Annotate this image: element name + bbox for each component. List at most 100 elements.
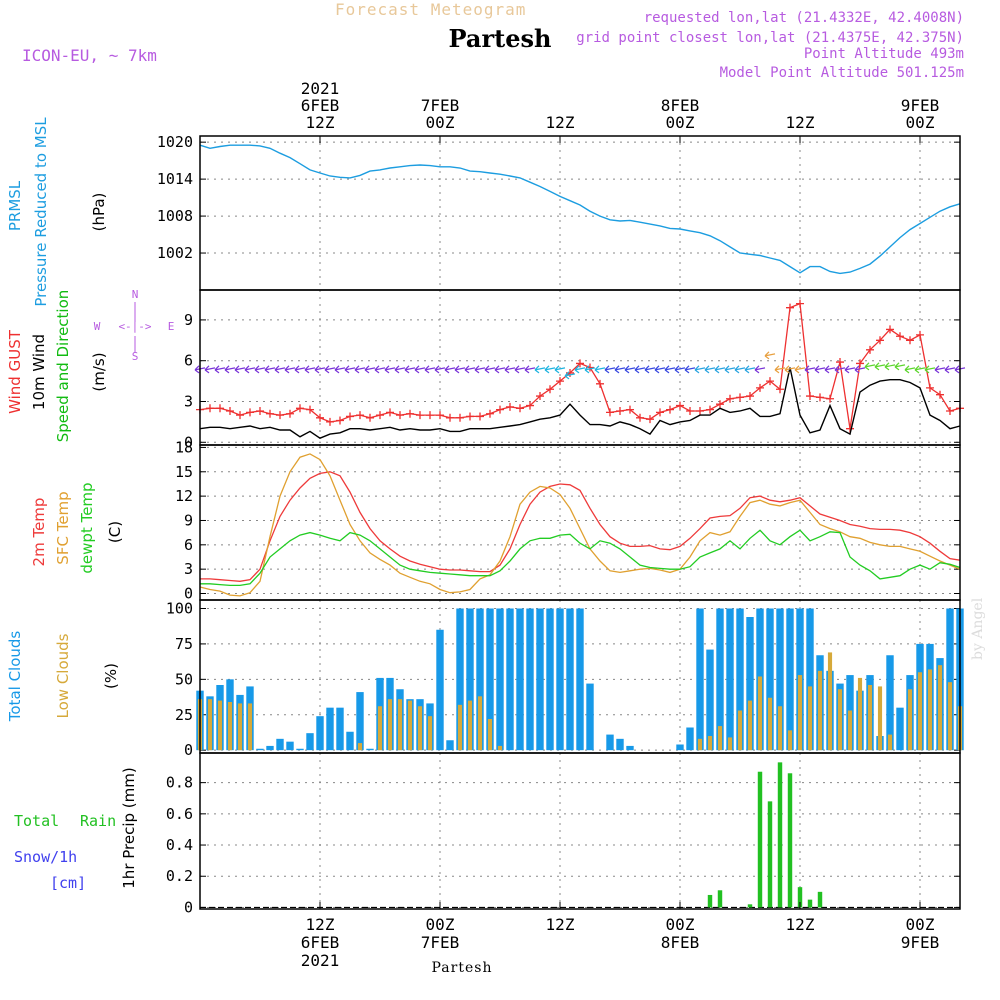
low-cloud-bar <box>847 710 853 751</box>
compass-arrows: <-|-> <box>118 320 151 333</box>
wind-direction-arrow <box>244 365 256 374</box>
wind-direction-arrow <box>314 365 326 374</box>
total-cloud-bar <box>806 608 814 751</box>
rain-bar <box>707 894 713 908</box>
y-tick-label: 12 <box>175 487 193 505</box>
wind-direction-arrow <box>874 362 886 371</box>
pressure-unit-label: (hPa) <box>90 193 108 232</box>
low-cloud-bar <box>867 685 873 751</box>
wind-direction-arrow <box>624 365 636 374</box>
low-cloud-bar <box>767 697 773 751</box>
gust-marker <box>656 408 664 417</box>
y-tick-label: 0 <box>184 898 193 916</box>
total-cloud-bar <box>556 608 564 751</box>
gust-marker <box>416 411 424 420</box>
wind-direction-arrow <box>504 365 516 374</box>
total-label: Total <box>14 812 59 830</box>
low-cloud-bar <box>837 689 843 751</box>
y-tick-label: 1020 <box>157 133 193 151</box>
gust-marker <box>666 405 674 414</box>
wind-direction-arrow <box>844 365 856 374</box>
gust-marker <box>256 407 264 416</box>
low-cloud-bar <box>357 743 363 751</box>
temp-unit-label: (C) <box>106 521 124 543</box>
wind-direction-arrow <box>404 365 416 374</box>
wind-direction-arrow <box>854 365 866 374</box>
pressure-label: PRMSL <box>6 180 24 231</box>
low-cloud-bar <box>807 686 813 751</box>
y-tick-label: 1002 <box>157 244 193 262</box>
low-cloud-bar <box>877 686 883 751</box>
total-cloud-bar <box>676 744 684 751</box>
total-clouds-label: Total Clouds <box>6 631 24 723</box>
y-tick-label: 0.6 <box>166 805 193 823</box>
gust-marker <box>836 358 844 367</box>
pressure-label: Pressure Reduced to MSL <box>32 117 50 307</box>
total-cloud-bar <box>766 608 774 751</box>
precip-unit-label: 1hr Precip (mm) <box>120 767 138 888</box>
total-cloud-bar <box>446 740 454 751</box>
gust-marker <box>806 392 814 401</box>
gust-marker <box>926 383 934 392</box>
gust-marker <box>906 336 914 345</box>
panel-frame <box>199 135 961 291</box>
wind-direction-arrow <box>474 365 486 374</box>
wind-direction-arrow <box>924 365 936 374</box>
gust-marker <box>766 377 774 386</box>
low-cloud-bar <box>777 706 783 751</box>
y-tick-label: 75 <box>175 635 193 653</box>
wind-direction-arrow <box>494 365 506 374</box>
total-cloud-bar <box>576 608 584 751</box>
gust-marker <box>946 407 954 416</box>
wind-direction-arrow <box>944 365 956 374</box>
y-tick-label: 1014 <box>157 170 193 188</box>
gust-marker <box>326 417 334 426</box>
gust-marker <box>216 404 224 413</box>
wind-direction-arrow <box>784 365 796 374</box>
gust-marker <box>476 412 484 421</box>
total-cloud-bar <box>346 731 354 751</box>
gust-marker <box>346 412 354 421</box>
wind-direction-arrow <box>284 365 296 374</box>
location-title: Partesh <box>448 24 552 53</box>
rain-bar <box>817 891 823 908</box>
gust-marker <box>266 409 274 418</box>
gust-marker <box>726 394 734 403</box>
gust-marker <box>746 392 754 401</box>
total-cloud-bar <box>726 608 734 751</box>
wind-direction-arrow <box>744 365 756 374</box>
product-title: Forecast Meteogram <box>335 0 527 19</box>
rain-bar <box>767 801 773 908</box>
gust-marker <box>706 405 714 414</box>
wind-direction-arrow <box>414 365 426 374</box>
gust-marker <box>556 377 564 386</box>
wind-direction-arrow <box>224 365 236 374</box>
total-cloud-bar <box>696 608 704 751</box>
y-tick-label: 9 <box>184 311 193 329</box>
gust-marker <box>226 407 234 416</box>
wind-direction-arrow <box>354 365 366 374</box>
low-cloud-bar <box>797 675 803 751</box>
low-cloud-bar <box>887 734 893 751</box>
gust-marker <box>686 407 694 416</box>
y-tick-label: 0 <box>184 585 193 603</box>
total-cloud-bar <box>476 608 484 751</box>
gust-marker <box>356 411 364 420</box>
bottom-time-label: 6FEB <box>301 933 340 952</box>
low-cloud-bar <box>927 669 933 751</box>
total-cloud-bar <box>706 649 714 751</box>
y-tick-label: 0.8 <box>166 774 193 792</box>
gust-marker <box>276 411 284 420</box>
wind-direction-arrow <box>214 365 226 374</box>
gust-marker <box>916 330 924 339</box>
dewpoint-label: dewpt Temp <box>78 482 96 573</box>
gust-marker <box>246 408 254 417</box>
gust-marker <box>646 415 654 424</box>
total-cloud-bar <box>786 608 794 751</box>
wind-direction-arrow <box>514 365 526 374</box>
wind-direction-arrow <box>774 365 786 374</box>
bottom-time-label: 12Z <box>546 915 575 934</box>
total-cloud-bar <box>546 608 554 751</box>
y-tick-label: 100 <box>166 600 193 618</box>
gust-marker <box>366 413 374 422</box>
